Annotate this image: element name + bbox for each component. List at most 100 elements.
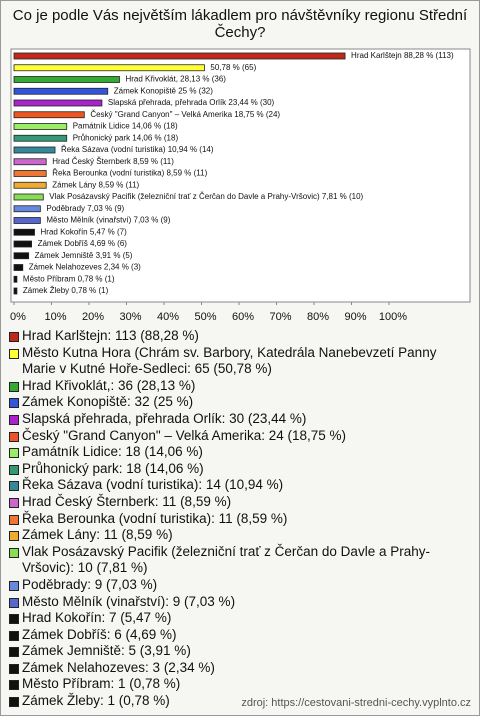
legend-swatch: [9, 348, 19, 359]
legend-swatch: [9, 398, 19, 409]
legend-label: Řeka Berounka (vodní turistika): 11 (8,5…: [22, 510, 288, 526]
legend-label: Řeka Sázava (vodní turistika): 14 (10,94…: [22, 477, 284, 493]
legend-item: Zámek Žleby: 1 (0,78 %): [9, 693, 471, 710]
legend-item: Město Příbram: 1 (0,78 %): [9, 676, 471, 693]
bar: [13, 193, 44, 201]
legend-swatch: [9, 531, 19, 542]
bar: [13, 205, 41, 213]
bar: [13, 252, 30, 260]
legend-label: Zámek Lány: 11 (8,59 %): [22, 527, 173, 543]
legend-swatch: [9, 381, 19, 392]
value-label: Zámek Nelahozeves 2,34 % (3): [29, 263, 141, 272]
x-tick-label: 10%: [44, 311, 66, 323]
legend-swatch: [9, 614, 19, 625]
legend-label: Památník Lidice: 18 (14,06 %): [22, 444, 203, 460]
value-label: Řeka Sázava (vodní turistika) 10,94 % (1…: [61, 145, 214, 154]
legend-swatch: [9, 514, 19, 525]
x-tick-label: 70%: [269, 311, 291, 323]
legend-item: Hrad Kokořín: 7 (5,47 %): [9, 610, 471, 627]
bar: [13, 76, 120, 83]
chart-title: Co je podle Vás největším lákadlem pro n…: [12, 7, 468, 41]
legend-label: Město Příbram: 1 (0,78 %): [22, 676, 181, 692]
bar: [13, 146, 56, 154]
bar: [13, 287, 18, 295]
legend-label: Hrad Karlštejn: 113 (88,28 %): [22, 328, 199, 343]
legend-item: Průhonický park: 18 (14,06 %): [9, 461, 471, 478]
value-label: Slapská přehrada, přehrada Orlík 23,44 %…: [108, 98, 275, 107]
legend-item: Hrad Český Šternberk: 11 (8,59 %): [9, 494, 471, 511]
x-tick-label: 40%: [157, 311, 179, 323]
value-label: Poděbrady 7,03 % (9): [46, 204, 124, 213]
legend-swatch: [9, 431, 19, 442]
value-label: 50,78 % (65): [210, 63, 256, 72]
legend-label: Český "Grand Canyon" – Velká Amerika: 24…: [22, 427, 346, 443]
value-label: Zámek Dobříš 4,69 % (6): [38, 239, 128, 248]
legend-item: Slapská přehrada, přehrada Orlík: 30 (23…: [9, 411, 471, 428]
legend-item: Hrad Karlštejn: 113 (88,28 %): [9, 328, 471, 345]
legend-label: Zámek Dobříš: 6 (4,69 %): [22, 626, 177, 642]
legend-swatch: [9, 414, 19, 425]
value-label: Zámek Žleby 0,78 % (1): [23, 286, 109, 295]
legend-label: Vlak Posázavský Pacifik (železniční trať…: [22, 543, 430, 576]
value-label: Průhonický park 14,06 % (18): [73, 133, 179, 142]
x-tick-label: 30%: [119, 311, 141, 323]
legend-label: Poděbrady: 9 (7,03 %): [22, 576, 158, 592]
legend-item: Řeka Sázava (vodní turistika): 14 (10,94…: [9, 477, 471, 494]
chart: 0% 10% 20% 30% 40% 50% 60% 70% 80% 90% 100% Hrad Ka…: [10, 48, 471, 323]
bar: [13, 181, 47, 189]
legend-swatch: [9, 647, 19, 658]
x-tick-label: 20%: [82, 311, 104, 323]
bar: [13, 52, 346, 60]
value-label: Český "Grand Canyon" – Velká Amerika 18,…: [90, 110, 280, 119]
bar: [13, 228, 35, 236]
legend-item: Město Kutna Hora (Chrám sv. Barbory, Kat…: [9, 345, 471, 378]
legend-label: Hrad Český Šternberk: 11 (8,59 %): [22, 493, 232, 509]
x-tick-label: 50%: [194, 311, 216, 323]
legend-swatch: [9, 580, 19, 591]
x-tick-label: 0%: [10, 311, 26, 323]
value-label: Vlak Posázavský Pacifik (železniční trať…: [49, 192, 363, 201]
bar: [13, 240, 32, 248]
source: zdroj: https://cestovani-stredni-cechy.v…: [241, 697, 471, 709]
legend-swatch: [9, 448, 19, 459]
legend-item: Zámek Konopiště: 32 (25 %): [9, 394, 471, 411]
legend-item: Město Mělník (vinařství): 9 (7,03 %): [9, 594, 471, 611]
bar: [13, 87, 109, 95]
legend-label: Průhonický park: 18 (14,06 %): [22, 460, 204, 476]
value-label: Řeka Berounka (vodní turistika) 8,59 % (…: [52, 169, 207, 178]
legend-swatch: [9, 663, 19, 674]
value-label: Hrad Kokořín 5,47 % (7): [41, 227, 128, 236]
legend-swatch: [9, 332, 19, 342]
value-label: Památník Lidice 14,06 % (18): [73, 122, 178, 131]
legend-label: Hrad Křivoklát,: 36 (28,13 %): [22, 377, 196, 393]
x-tick-label: 90%: [344, 311, 366, 323]
legend-item: Zámek Lány: 11 (8,59 %): [9, 527, 471, 544]
value-label: Zámek Lány 8,59 % (11): [52, 180, 139, 189]
legend-swatch: [9, 597, 19, 608]
bar: [13, 158, 47, 166]
value-label: Město Mělník (vinařství) 7,03 % (9): [46, 216, 170, 225]
value-label: Hrad Český Šternberk 8,59 % (11): [52, 157, 174, 166]
legend-item: Hrad Křivoklát,: 36 (28,13 %): [9, 378, 471, 395]
legend-item: Památník Lidice: 18 (14,06 %): [9, 444, 471, 461]
legend-label: Zámek Nelahozeves: 3 (2,34 %): [22, 659, 215, 675]
legend-label: Zámek Jemniště: 5 (3,91 %): [22, 643, 191, 659]
value-label: Hrad Křivoklát, 28,13 % (36): [125, 75, 226, 84]
legend-label: Hrad Kokořín: 7 (5,47 %): [22, 610, 172, 626]
bar: [13, 170, 47, 177]
legend-label: Město Kutna Hora (Chrám sv. Barbory, Kat…: [22, 344, 437, 377]
legend-label: Zámek Žleby: 1 (0,78 %): [22, 693, 170, 709]
bar: [13, 217, 41, 224]
bar: [13, 275, 18, 283]
value-label: Město Příbram 0,78 % (1): [23, 274, 115, 283]
legend-item: Zámek Nelahozeves: 3 (2,34 %): [9, 660, 471, 677]
bar: [13, 134, 68, 142]
legend-swatch: [9, 464, 19, 475]
value-label: Hrad Karlštejn 88,28 % (113): [351, 51, 454, 60]
legend-swatch: [9, 497, 19, 508]
bar: [13, 111, 85, 119]
x-tick-label: 60%: [232, 311, 254, 323]
legend-swatch: [9, 481, 19, 492]
bar: [13, 123, 68, 130]
value-label: Zámek Konopiště 25 % (32): [114, 86, 213, 95]
